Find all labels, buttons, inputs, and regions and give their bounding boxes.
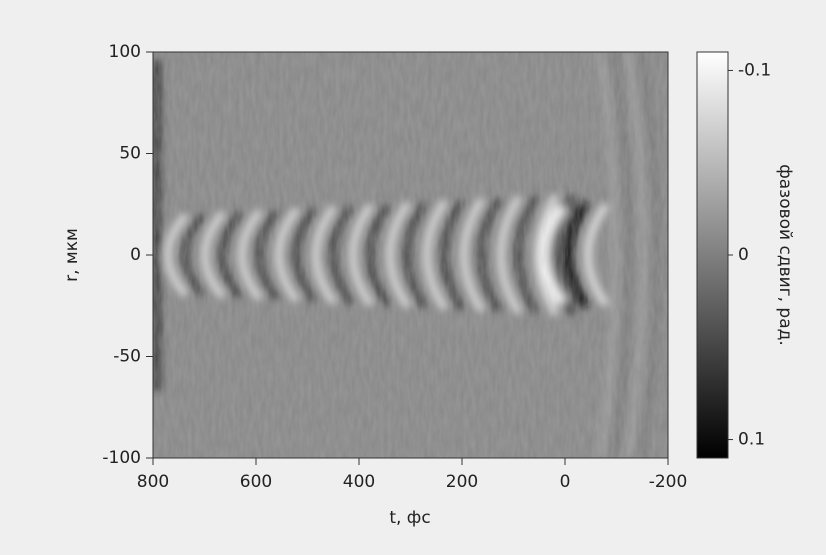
y-tick-label: -50 xyxy=(113,347,141,367)
colorbar-tick-label: 0 xyxy=(738,245,749,265)
y-axis-label: r, мкм xyxy=(62,228,82,282)
x-tick-label: 0 xyxy=(560,472,571,492)
x-tick-label: 200 xyxy=(446,472,478,492)
x-tick-label: 800 xyxy=(137,472,169,492)
x-tick-label: -200 xyxy=(649,472,688,492)
colorbar-label: фазовой сдвиг, рад. xyxy=(775,164,795,346)
colorbar-tick-label: 0.1 xyxy=(738,430,765,450)
colorbar xyxy=(696,51,729,459)
x-tick-label: 400 xyxy=(343,472,375,492)
colorbar-tick-label: -0.1 xyxy=(738,60,771,80)
y-tick-label: 50 xyxy=(119,144,141,164)
image-grain xyxy=(153,52,668,458)
x-tick-label: 600 xyxy=(240,472,272,492)
y-tick-label: 0 xyxy=(130,245,141,265)
y-tick-label: -100 xyxy=(102,448,141,468)
x-axis-label: t, фс xyxy=(389,508,430,528)
y-tick-label: 100 xyxy=(109,42,141,62)
image xyxy=(153,52,668,458)
